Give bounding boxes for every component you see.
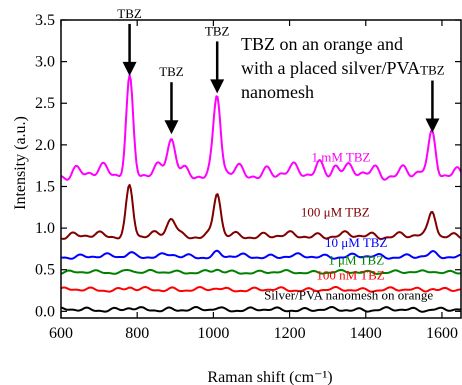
peak-arrowhead <box>122 61 137 76</box>
y-tick-label: 2.0 <box>35 137 55 154</box>
peak-arrowhead <box>425 118 440 133</box>
peak-label: TBZ <box>117 6 142 21</box>
series-label: 1 μM TBZ <box>328 253 384 268</box>
spectrum-line <box>60 73 462 181</box>
annotation-line-1: TBZ on an orange and <box>241 34 403 54</box>
peak-arrowhead <box>210 79 225 94</box>
peak-label: TBZ <box>420 63 445 78</box>
series-layer <box>60 73 462 313</box>
series-label: Silver/PVA nanomesh on orange <box>264 288 433 303</box>
axes: 600 800 1000 1200 1400 1600 0.0 0.5 1.0 1.5 2.0 2.5… <box>35 12 462 342</box>
x-tick-label: 600 <box>49 325 73 342</box>
annotation-line-2: with a placed silver/PVA <box>241 58 420 78</box>
x-axis-label: Raman shift (cm⁻¹) <box>207 369 332 385</box>
y-tick-label: 3.5 <box>35 12 55 29</box>
y-tick-label: 0.0 <box>35 303 55 320</box>
y-tick-label: 1.5 <box>35 178 55 195</box>
series-label: 100 nM TBZ <box>316 268 384 283</box>
spectrum-line <box>60 286 461 293</box>
x-tick-label: 800 <box>125 325 149 342</box>
series-label: 1 mM TBZ <box>312 150 371 165</box>
y-tick-label: 3.0 <box>35 54 55 71</box>
spectrum-line <box>60 268 462 275</box>
peak-markers: TBZ TBZ TBZ TBZ <box>117 6 445 135</box>
spectrum-line <box>60 306 462 313</box>
chart-annotation: TBZ on an orange and with a placed silve… <box>241 34 420 102</box>
series-label: 100 μM TBZ <box>301 204 370 219</box>
x-tick-label: 1400 <box>350 325 382 342</box>
x-tick-label: 1200 <box>274 325 306 342</box>
y-axis-label: Intensity (a.u.) <box>12 116 29 210</box>
x-tick-label: 1000 <box>197 325 229 342</box>
peak-arrowhead <box>164 120 179 135</box>
annotation-line-3: nanomesh <box>241 82 314 102</box>
x-tick-label: 1600 <box>426 325 458 342</box>
spectrum-line <box>60 183 462 240</box>
y-tick-label: 1.0 <box>35 220 55 237</box>
y-tick-label: 0.5 <box>35 262 55 279</box>
peak-label: TBZ <box>159 64 184 79</box>
peak-label: TBZ <box>205 23 230 38</box>
plot-frame <box>60 19 462 319</box>
series-label: 10 μM TBZ <box>325 235 387 250</box>
spectrum-line <box>60 249 462 260</box>
y-tick-label: 2.5 <box>35 95 55 112</box>
